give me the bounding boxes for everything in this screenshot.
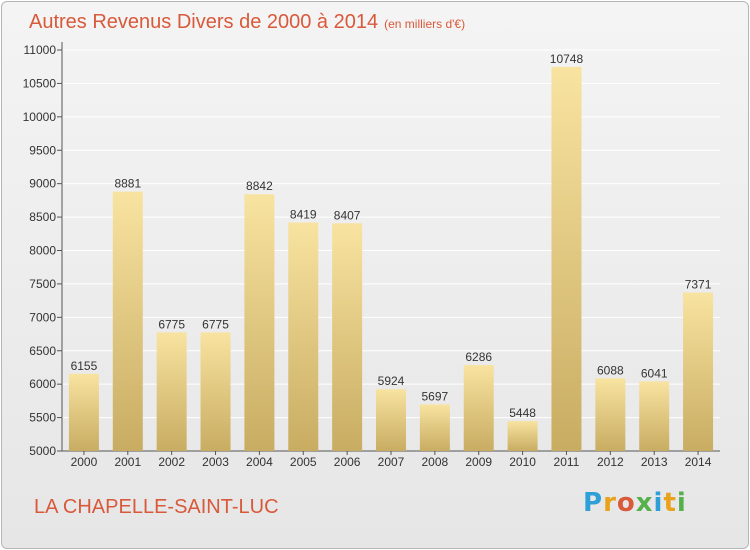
data-label: 10748 (550, 52, 584, 66)
logo-letter: i (653, 488, 664, 518)
x-tick-label: 2008 (422, 455, 449, 469)
data-label: 5697 (422, 389, 449, 403)
data-label: 5448 (509, 406, 536, 420)
bar (595, 378, 626, 451)
logo-letter: x (635, 488, 654, 518)
bar (376, 389, 406, 451)
y-tick-label: 10500 (23, 76, 57, 90)
bar (288, 222, 319, 451)
logo-letter: P (583, 488, 604, 518)
x-tick-label: 2009 (465, 455, 492, 469)
x-tick-label: 2004 (246, 455, 273, 469)
bar (639, 381, 670, 451)
logo-letter: o (616, 488, 636, 518)
data-label: 8842 (246, 179, 273, 193)
data-label: 8419 (290, 207, 317, 221)
y-tick-label: 9500 (29, 143, 56, 157)
chart-title: Autres Revenus Divers de 2000 à 2014 (en … (29, 11, 465, 34)
data-label: 8881 (114, 177, 141, 191)
x-tick-label: 2005 (290, 455, 317, 469)
x-tick-label: 2011 (554, 455, 580, 469)
data-label: 6088 (597, 363, 624, 377)
x-tick-label: 2012 (597, 455, 624, 469)
city-name: LA CHAPELLE-SAINT-LUC (34, 496, 279, 518)
x-tick-label: 2000 (71, 455, 98, 469)
y-tick-label: 5000 (29, 444, 56, 458)
logo-letter: t (663, 488, 677, 518)
bar (551, 66, 582, 451)
bar (244, 194, 275, 452)
data-label: 6775 (158, 317, 185, 331)
proxiti-logo: Proxiti (583, 488, 687, 518)
bar (683, 292, 714, 451)
data-label: 6775 (202, 317, 229, 331)
y-tick-label: 10000 (23, 110, 57, 124)
bar (156, 332, 187, 451)
x-tick-label: 2001 (114, 455, 141, 469)
data-label: 8407 (334, 208, 361, 222)
y-tick-label: 6500 (29, 344, 56, 358)
x-tick-label: 2003 (202, 455, 229, 469)
logo-letter: i (676, 488, 687, 518)
bar (507, 421, 538, 451)
logo-letter: r (603, 488, 617, 518)
bar (332, 223, 363, 451)
data-label: 7371 (685, 278, 712, 292)
data-label: 6155 (71, 359, 98, 373)
chart-subtitle: (en milliers d'€) (384, 17, 466, 31)
data-label: 6286 (465, 350, 492, 364)
bar (419, 404, 450, 451)
x-tick-label: 2002 (158, 455, 185, 469)
x-tick-label: 2013 (641, 455, 668, 469)
x-tick-label: 2006 (334, 455, 361, 469)
y-tick-label: 8000 (29, 244, 56, 258)
x-tick-label: 2010 (509, 455, 536, 469)
data-label: 5924 (378, 374, 405, 388)
bar (112, 191, 143, 452)
y-tick-label: 7500 (29, 277, 56, 291)
y-tick-label: 9000 (29, 177, 56, 191)
y-tick-label: 11000 (24, 43, 57, 57)
y-tick-label: 8500 (29, 210, 56, 224)
bar (463, 365, 494, 451)
y-tick-label: 6000 (29, 377, 56, 391)
chart-title-text: Autres Revenus Divers de 2000 à 2014 (29, 11, 379, 33)
bar (200, 332, 231, 451)
bar (68, 373, 99, 451)
y-tick-label: 7000 (29, 310, 56, 324)
x-tick-label: 2014 (685, 455, 712, 469)
x-tick-label: 2007 (378, 455, 405, 469)
y-tick-label: 5500 (29, 411, 56, 425)
data-label: 6041 (641, 366, 668, 380)
